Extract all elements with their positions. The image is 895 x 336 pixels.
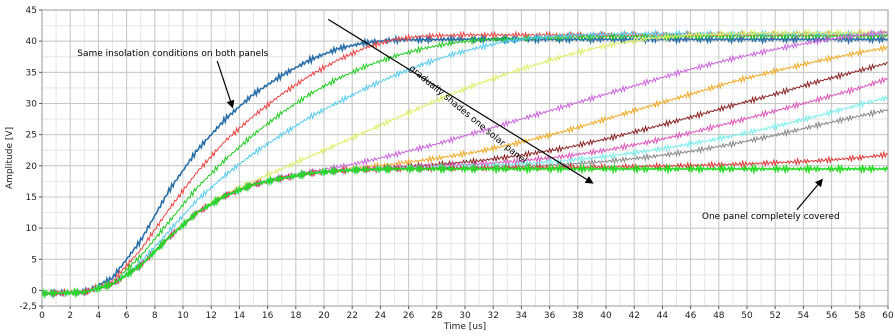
shading-arrow	[327, 18, 594, 184]
x-tick-label: 12	[205, 311, 216, 321]
x-tick-label: 32	[487, 311, 498, 321]
x-axis-label: Time [us]	[443, 322, 486, 332]
x-tick-label: 8	[152, 311, 158, 321]
x-tick-label: 44	[657, 311, 669, 321]
x-tick-label: 50	[741, 311, 753, 321]
series-line-13	[41, 162, 889, 300]
axis-layer: 0 2 4 6 8 10 12 14 16 18 20 22 24 26 28 30 32 34 36 38 40 42 4…	[5, 6, 894, 332]
x-tick-label: 14	[234, 311, 246, 321]
x-tick-label: 20	[318, 311, 330, 321]
x-tick-label: 46	[685, 311, 697, 321]
x-tick-label: 10	[177, 311, 189, 321]
annotation-1: Same insolation conditions on both panel…	[77, 49, 268, 59]
x-tick-label: 38	[572, 311, 584, 321]
x-tick-label: 40	[600, 311, 612, 321]
y-tick-label: 30	[26, 99, 38, 109]
annotation-arrow-3	[796, 178, 824, 211]
x-tick-label: 52	[769, 311, 780, 321]
series-line-1	[41, 33, 889, 299]
x-tick-label: 54	[798, 311, 810, 321]
y-tick-label: 45	[26, 6, 37, 16]
x-tick-label: 18	[290, 311, 302, 321]
y-tick-label: 0	[31, 286, 37, 296]
y-tick-label: 25	[26, 131, 37, 141]
annotation-arrow-1	[216, 60, 235, 109]
y-tick-label: 15	[26, 193, 37, 203]
x-tick-label: 30	[459, 311, 471, 321]
x-tick-label: 0	[39, 311, 45, 321]
x-tick-label: 58	[854, 311, 866, 321]
y-axis-label: Amplitude [V]	[5, 127, 15, 189]
x-tick-label: 60	[882, 311, 894, 321]
x-tick-label: 36	[544, 311, 556, 321]
y-tick-label: 5	[31, 255, 37, 265]
series-line-10	[41, 94, 889, 299]
y-tick-label: 35	[26, 68, 37, 78]
y-tick-label: -2,5	[19, 302, 37, 312]
series-layer	[41, 27, 889, 300]
x-tick-label: 6	[124, 311, 130, 321]
x-tick-label: 26	[403, 311, 415, 321]
x-tick-label: 28	[431, 311, 443, 321]
x-tick-label: 2	[67, 311, 73, 321]
x-tick-label: 24	[375, 311, 387, 321]
annotation-3: One panel completely covered	[702, 212, 840, 222]
x-tick-label: 56	[826, 311, 838, 321]
x-tick-label: 48	[713, 311, 725, 321]
series-line-3	[41, 31, 889, 298]
x-tick-label: 42	[628, 311, 639, 321]
y-tick-label: 20	[26, 162, 38, 172]
y-tick-label: 40	[26, 37, 38, 47]
y-tick-label: 10	[26, 224, 38, 234]
series-line-4	[41, 28, 889, 298]
x-tick-label: 34	[516, 311, 528, 321]
series-line-2	[41, 30, 889, 298]
x-tick-label: 22	[346, 311, 357, 321]
x-tick-label: 16	[262, 311, 274, 321]
x-tick-label: 4	[96, 311, 102, 321]
